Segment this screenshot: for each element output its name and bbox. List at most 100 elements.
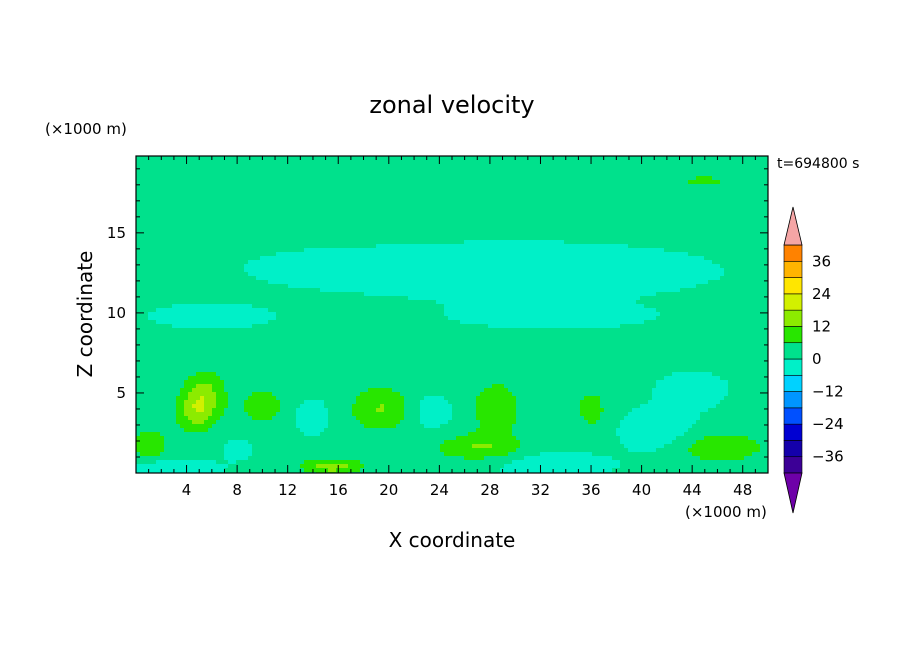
field-cell (460, 176, 464, 180)
field-cell (388, 208, 392, 212)
field-cell (676, 224, 680, 228)
field-cell (612, 180, 616, 184)
field-cell (584, 156, 588, 160)
field-cell (580, 208, 584, 212)
field-cell (724, 248, 728, 252)
field-cell (392, 180, 396, 184)
field-cell (760, 196, 764, 200)
field-cell (676, 200, 680, 204)
field-cell (464, 256, 468, 260)
field-cell (556, 184, 560, 188)
field-cell (152, 208, 156, 212)
field-cell (148, 228, 152, 232)
field-cell (668, 172, 672, 176)
field-cell (228, 220, 232, 224)
field-cell (188, 188, 192, 192)
field-cell (580, 164, 584, 168)
field-cell (176, 200, 180, 204)
field-cell (392, 268, 396, 272)
field-cell (408, 204, 412, 208)
field-cell (580, 244, 584, 248)
field-cell (732, 208, 736, 212)
field-cell (236, 204, 240, 208)
field-cell (540, 188, 544, 192)
field-cell (620, 184, 624, 188)
field-cell (172, 212, 176, 216)
field-cell (448, 264, 452, 268)
field-cell (740, 228, 744, 232)
field-cell (320, 164, 324, 168)
field-cell (296, 212, 300, 216)
field-cell (192, 252, 196, 256)
field-cell (348, 156, 352, 160)
field-cell (540, 164, 544, 168)
field-cell (340, 244, 344, 248)
field-cell (656, 180, 660, 184)
field-cell (288, 240, 292, 244)
field-cell (348, 176, 352, 180)
field-cell (472, 164, 476, 168)
field-cell (748, 180, 752, 184)
field-cell (344, 160, 348, 164)
field-cell (384, 224, 388, 228)
field-cell (292, 192, 296, 196)
field-cell (196, 220, 200, 224)
field-cell (212, 256, 216, 260)
field-cell (180, 260, 184, 264)
field-cell (276, 244, 280, 248)
field-cell (544, 184, 548, 188)
field-cell (428, 156, 432, 160)
field-cell (624, 180, 628, 184)
field-cell (692, 184, 696, 188)
field-cell (676, 208, 680, 212)
field-cell (264, 236, 268, 240)
field-cell (384, 216, 388, 220)
field-cell (208, 212, 212, 216)
field-cell (284, 200, 288, 204)
field-cell (620, 252, 624, 256)
field-cell (316, 184, 320, 188)
field-cell (184, 196, 188, 200)
field-cell (252, 208, 256, 212)
field-cell (232, 200, 236, 204)
field-cell (676, 204, 680, 208)
field-cell (248, 188, 252, 192)
field-cell (752, 192, 756, 196)
field-cell (188, 208, 192, 212)
field-cell (224, 264, 228, 268)
field-cell (356, 244, 360, 248)
field-cell (152, 212, 156, 216)
field-cell (312, 260, 316, 264)
field-cell (752, 160, 756, 164)
field-cell (688, 196, 692, 200)
field-cell (156, 224, 160, 228)
field-cell (636, 160, 640, 164)
field-cell (336, 276, 340, 280)
field-cell (732, 268, 736, 272)
field-cell (220, 164, 224, 168)
field-cell (320, 200, 324, 204)
field-cell (756, 248, 760, 252)
field-cell (608, 260, 612, 264)
field-cell (428, 240, 432, 244)
field-cell (568, 232, 572, 236)
field-cell (224, 216, 228, 220)
field-cell (428, 256, 432, 260)
field-cell (424, 264, 428, 268)
field-cell (348, 244, 352, 248)
field-cell (372, 184, 376, 188)
field-cell (520, 236, 524, 240)
field-cell (552, 180, 556, 184)
field-cell (512, 164, 516, 168)
field-cell (472, 220, 476, 224)
field-cell (656, 240, 660, 244)
field-cell (140, 264, 144, 268)
field-cell (512, 208, 516, 212)
field-cell (388, 164, 392, 168)
field-cell (700, 172, 704, 176)
field-cell (412, 172, 416, 176)
field-cell (340, 196, 344, 200)
field-cell (760, 268, 764, 272)
field-cell (244, 248, 248, 252)
field-cell (352, 260, 356, 264)
